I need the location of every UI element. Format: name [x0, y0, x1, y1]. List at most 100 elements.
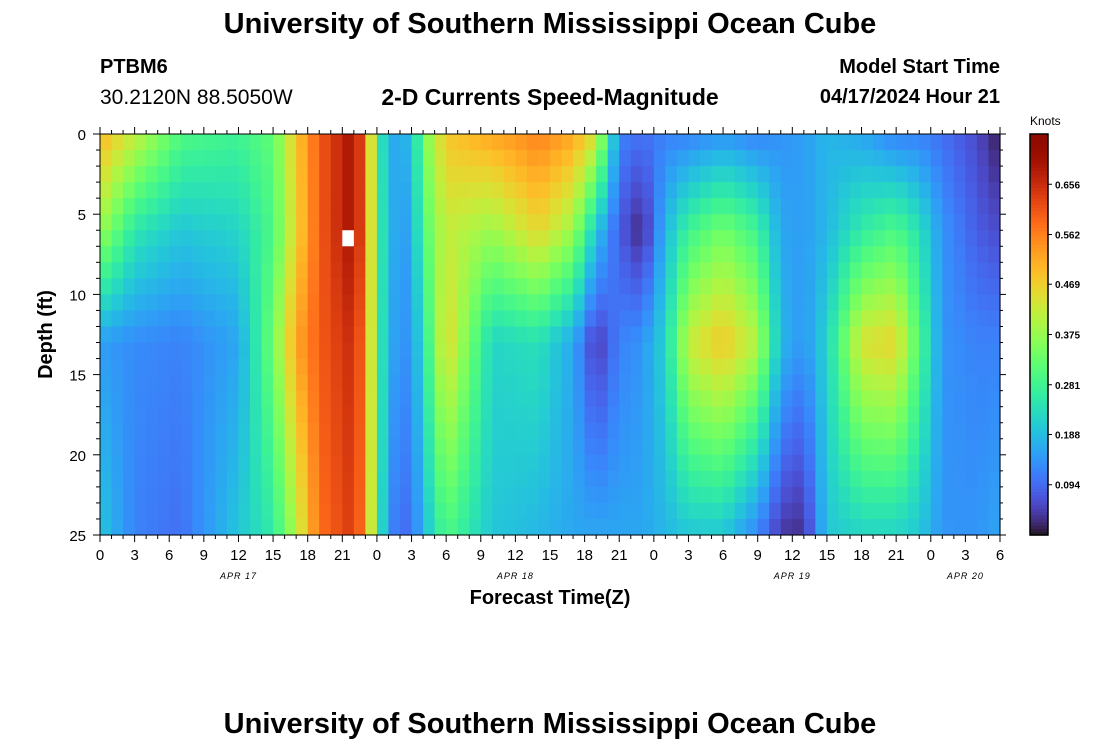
heatmap-cell [273, 134, 286, 151]
heatmap-cell [665, 406, 678, 424]
heatmap-cell [157, 406, 170, 424]
heatmap-cell [884, 422, 897, 440]
heatmap-cell [988, 358, 1001, 376]
x-tick-label: 0 [373, 547, 381, 564]
heatmap-cell [838, 486, 851, 504]
colorbar-segment [1030, 147, 1048, 152]
heatmap-cell [515, 182, 528, 199]
heatmap-cell [596, 198, 609, 215]
heatmap-cell [826, 326, 840, 344]
heatmap-cell [134, 486, 147, 504]
heatmap-cell [700, 406, 713, 424]
heatmap-cell [803, 326, 816, 344]
heatmap-cell [896, 310, 909, 328]
heatmap-cell [711, 502, 724, 520]
heatmap-cell [261, 486, 274, 504]
heatmap-cell [526, 198, 540, 215]
heatmap-cell [446, 518, 459, 536]
heatmap-cell [953, 262, 966, 279]
colorbar-segment [1030, 297, 1048, 302]
heatmap-cell [123, 262, 136, 279]
heatmap-cell [711, 278, 724, 295]
heatmap-cell [296, 278, 309, 295]
heatmap-cell [676, 294, 690, 312]
heatmap-cell [526, 342, 540, 360]
heatmap-cell [700, 294, 713, 312]
heatmap-cell [688, 342, 701, 360]
heatmap-cell [573, 518, 586, 536]
heatmap-cell [538, 166, 551, 183]
heatmap-cell [561, 518, 574, 536]
heatmap-cell [388, 518, 401, 536]
heatmap-cell [123, 406, 136, 424]
heatmap-cell [423, 374, 436, 392]
heatmap-cell [238, 406, 251, 424]
heatmap-cell [480, 502, 493, 520]
heatmap-cell [423, 342, 436, 360]
heatmap-cell [619, 454, 632, 472]
heatmap-cell [226, 278, 240, 295]
heatmap-cell [711, 246, 724, 263]
heatmap-cell [446, 294, 459, 312]
heatmap-cell [307, 294, 320, 312]
heatmap-cell [469, 406, 482, 424]
heatmap-cell [250, 438, 263, 456]
heatmap-cell [457, 214, 470, 231]
heatmap-cell [930, 502, 943, 520]
y-tick-label: 10 [69, 287, 86, 304]
heatmap-cell [250, 454, 263, 472]
heatmap-cell [700, 134, 713, 151]
heatmap-cell [757, 502, 770, 520]
heatmap-cell [573, 374, 586, 392]
heatmap-cell [607, 486, 620, 504]
heatmap-cell [619, 406, 632, 424]
heatmap-cell [700, 358, 713, 376]
heatmap-cell [734, 518, 747, 536]
heatmap-cell [653, 294, 666, 312]
heatmap-cell [469, 518, 482, 536]
heatmap-cell [146, 278, 159, 295]
heatmap-cell [815, 342, 828, 360]
heatmap-cell [411, 374, 424, 392]
heatmap-cell [676, 198, 690, 215]
heatmap-cell [503, 358, 516, 376]
heatmap-cell [123, 486, 136, 504]
heatmap-cell [538, 198, 551, 215]
heatmap-cell [515, 214, 528, 231]
heatmap-cell [815, 390, 828, 408]
heatmap-cell [434, 486, 447, 504]
heatmap-cell [146, 406, 159, 424]
heatmap-cell [930, 374, 943, 392]
heatmap-cell [607, 182, 620, 199]
heatmap-cell [976, 182, 990, 199]
heatmap-cell [400, 310, 413, 328]
heatmap-cell [619, 358, 632, 376]
heatmap-cell [400, 358, 413, 376]
heatmap-cell [919, 246, 932, 263]
heatmap-cell [607, 214, 620, 231]
heatmap-cell [965, 182, 978, 199]
heatmap-cell [353, 166, 366, 183]
heatmap-cell [273, 294, 286, 312]
heatmap-cell [307, 486, 320, 504]
heatmap-cell [850, 406, 863, 424]
heatmap-cell [873, 262, 886, 279]
heatmap-cell [884, 326, 897, 344]
heatmap-cell [769, 166, 782, 183]
heatmap-cell [180, 246, 193, 263]
heatmap-cell [330, 182, 343, 199]
heatmap-cell [873, 502, 886, 520]
heatmap-cell [123, 390, 136, 408]
colorbar-segment [1030, 267, 1048, 272]
heatmap-cell [169, 166, 182, 183]
heatmap-cell [157, 518, 170, 536]
heatmap-cell [988, 454, 1001, 472]
heatmap-cell [734, 342, 747, 360]
heatmap-cell [930, 294, 943, 312]
heatmap-cell [642, 294, 655, 312]
heatmap-cell [965, 294, 978, 312]
heatmap-cell [226, 438, 240, 456]
heatmap-cell [226, 166, 240, 183]
heatmap-cell [538, 246, 551, 263]
heatmap-cell [261, 166, 274, 183]
